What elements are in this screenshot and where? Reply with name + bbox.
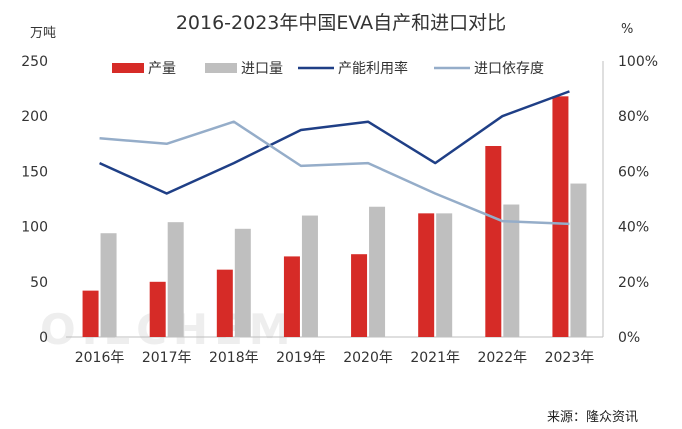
- right-axis-unit: %: [621, 22, 634, 37]
- right-tick-label: 0%: [618, 330, 640, 346]
- legend-swatch: [205, 63, 237, 73]
- legend-swatch: [112, 63, 144, 73]
- chart-title: 2016-2023年中国EVA自产和进口对比: [175, 12, 507, 34]
- left-tick-label: 200: [21, 109, 48, 125]
- source-note: 来源：隆众资讯: [547, 410, 639, 425]
- bar-import: [301, 215, 318, 337]
- bar-import: [570, 183, 587, 337]
- bar-import: [436, 213, 453, 337]
- x-tick-label: 2020年: [343, 350, 393, 366]
- right-tick-label: 100%: [618, 54, 658, 70]
- bar-production: [283, 256, 300, 337]
- bar-production: [149, 281, 166, 337]
- left-tick-label: 0: [39, 330, 48, 346]
- x-tick-label: 2019年: [276, 350, 326, 366]
- bar-import: [167, 222, 184, 337]
- legend-label: 产量: [148, 61, 176, 77]
- right-tick-label: 80%: [618, 109, 649, 125]
- x-tick-label: 2022年: [477, 350, 527, 366]
- bar-production: [82, 290, 99, 337]
- legend-label: 进口依存度: [474, 61, 544, 77]
- left-axis-unit: 万吨: [30, 26, 57, 41]
- bar-import: [100, 233, 117, 337]
- legend-label: 进口量: [241, 61, 283, 77]
- x-tick-label: 2016年: [75, 350, 125, 366]
- left-tick-label: 150: [21, 164, 48, 180]
- left-tick-label: 250: [21, 54, 48, 70]
- bar-production: [552, 96, 569, 337]
- legend-label: 产能利用率: [338, 60, 408, 77]
- line-dependence: [99, 120, 570, 226]
- x-tick-label: 2023年: [545, 350, 595, 366]
- bar-production: [485, 146, 502, 337]
- bar-import: [503, 204, 520, 337]
- bar-production: [351, 254, 368, 337]
- right-tick-label: 40%: [618, 220, 649, 236]
- right-tick-label: 20%: [618, 275, 649, 291]
- bar-production: [216, 269, 233, 337]
- left-tick-label: 100: [21, 220, 48, 236]
- line-utilization: [99, 90, 570, 195]
- bar-import: [234, 228, 251, 337]
- x-tick-label: 2017年: [142, 350, 192, 366]
- x-tick-label: 2018年: [209, 350, 259, 366]
- bar-import: [369, 206, 386, 337]
- left-tick-label: 50: [30, 275, 48, 291]
- bar-production: [418, 213, 435, 337]
- right-tick-label: 60%: [618, 164, 649, 180]
- x-tick-label: 2021年: [410, 350, 460, 366]
